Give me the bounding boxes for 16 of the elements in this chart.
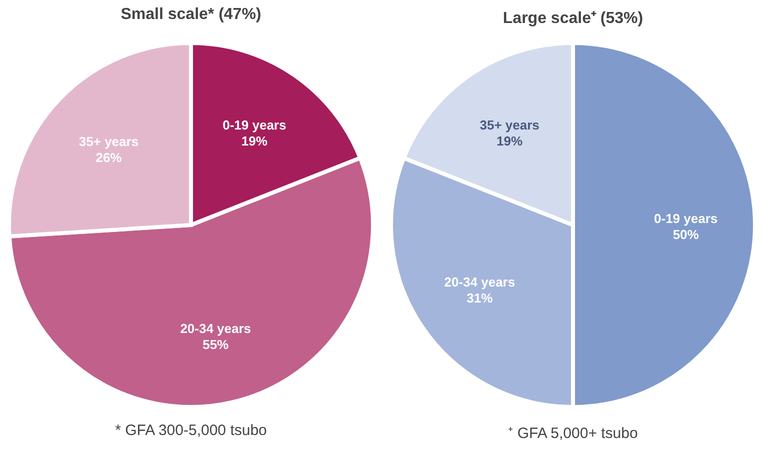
slice-label: 20-34 years — [444, 274, 516, 290]
slice-label: 0-19 years — [654, 211, 718, 226]
chart-title: Large scale⁺ (53%) — [502, 9, 644, 28]
slice-label: 20-34 years — [180, 321, 252, 336]
slice-label: 0-19 years — [222, 118, 286, 133]
data-label: 31% — [466, 290, 494, 306]
chart-title: Small scale* (47%) — [120, 6, 262, 24]
slice-label: 35+ years — [78, 134, 139, 149]
data-label: 19% — [241, 134, 268, 149]
data-label: 55% — [202, 337, 230, 352]
text: ⁺ GFA 5,000+ tsubo — [507, 424, 639, 442]
data-label: 19% — [496, 134, 524, 149]
data-label: 26% — [96, 150, 122, 165]
text: * GFA 300-5,000 tsubo — [114, 422, 268, 439]
data-label: 50% — [672, 227, 700, 242]
slice-label: 35+ years — [480, 118, 540, 133]
